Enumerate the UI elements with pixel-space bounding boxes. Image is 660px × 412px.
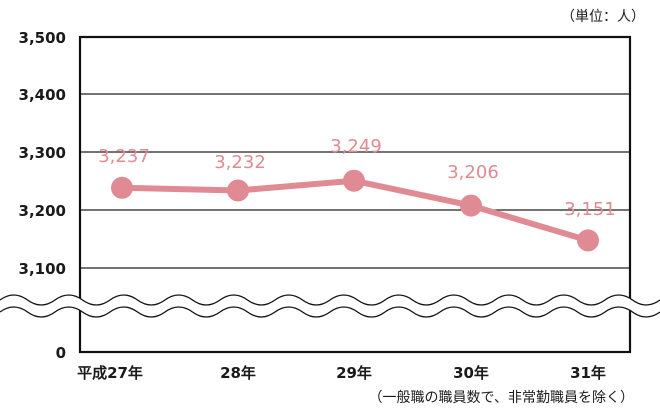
data-point [460, 194, 482, 217]
data-point [577, 229, 599, 252]
series-line [111, 169, 599, 252]
data-labels: 3,237 3,232 3,249 3,206 3,151 [98, 136, 616, 220]
plot-frame [78, 35, 632, 354]
y-tick: 3,500 [19, 29, 66, 47]
x-tick: 30年 [453, 364, 489, 382]
axis-break [0, 294, 660, 318]
data-point [111, 176, 133, 199]
data-label: 3,206 [447, 162, 499, 183]
x-tick: 31年 [570, 364, 606, 382]
unit-label: （単位：人） [561, 9, 645, 25]
y-tick: 3,100 [19, 260, 66, 278]
y-tick: 3,400 [19, 86, 66, 104]
x-tick: 平成27年 [77, 364, 143, 382]
y-tick: 0 [56, 344, 66, 362]
data-point [227, 179, 249, 202]
data-point [343, 169, 365, 192]
footnote: （一般職の職員数で、非常勤職員を除く） [369, 390, 634, 406]
y-axis-ticks: 3,500 3,400 3,300 3,200 3,100 0 [19, 29, 66, 362]
x-axis-labels: 平成27年 28年 29年 30年 31年 [77, 364, 606, 382]
x-tick: 29年 [336, 364, 372, 382]
data-label: 3,151 [564, 199, 616, 220]
data-label: 3,249 [330, 136, 382, 157]
y-tick: 3,200 [19, 202, 66, 220]
gridlines [80, 93, 630, 269]
data-label: 3,232 [214, 152, 266, 173]
data-label: 3,237 [98, 146, 150, 167]
x-tick: 28年 [220, 364, 256, 382]
y-tick: 3,300 [19, 144, 66, 162]
